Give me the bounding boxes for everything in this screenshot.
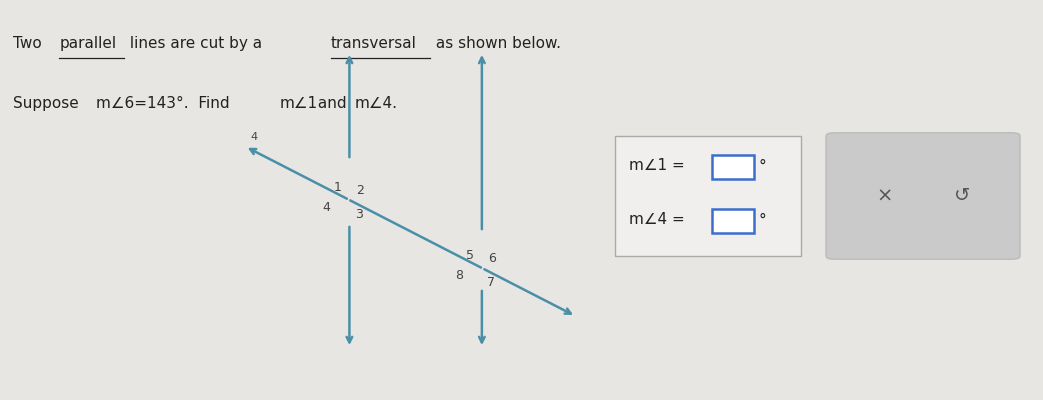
Text: ↺: ↺ [954, 186, 970, 206]
Text: m∠1: m∠1 [280, 96, 318, 111]
Text: parallel: parallel [59, 36, 117, 51]
Text: 4: 4 [322, 201, 331, 214]
Text: °: ° [758, 212, 766, 228]
FancyBboxPatch shape [826, 133, 1020, 259]
FancyBboxPatch shape [615, 136, 801, 256]
Text: and: and [313, 96, 351, 111]
Text: m∠6=143°.  Find: m∠6=143°. Find [96, 96, 235, 111]
Text: Two: Two [13, 36, 46, 51]
Text: Suppose: Suppose [13, 96, 83, 111]
Text: 5: 5 [465, 249, 474, 262]
Text: °: ° [758, 158, 766, 174]
FancyBboxPatch shape [712, 209, 754, 233]
Text: 7: 7 [487, 276, 495, 289]
Text: lines are cut by a: lines are cut by a [125, 36, 267, 51]
Text: 4: 4 [250, 132, 258, 142]
Text: ×: × [876, 186, 892, 206]
Text: 2: 2 [356, 184, 364, 197]
Text: as shown below.: as shown below. [431, 36, 561, 51]
Text: 3: 3 [355, 208, 363, 221]
FancyBboxPatch shape [712, 155, 754, 179]
Text: m∠1 =: m∠1 = [629, 158, 689, 174]
Text: transversal: transversal [331, 36, 416, 51]
Text: 8: 8 [455, 269, 463, 282]
Text: 6: 6 [488, 252, 496, 265]
Text: m∠4.: m∠4. [355, 96, 397, 111]
Text: 1: 1 [333, 181, 341, 194]
Text: m∠4 =: m∠4 = [629, 212, 689, 228]
